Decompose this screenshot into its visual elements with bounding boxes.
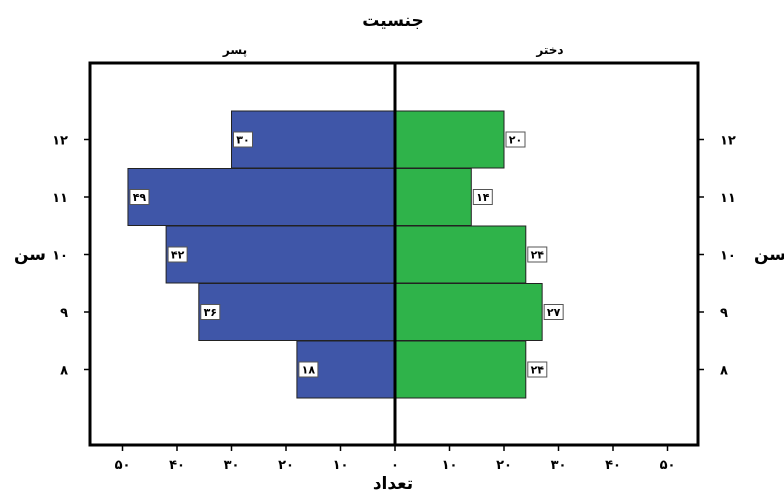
data-label-female-2: ۲۴: [531, 249, 545, 262]
y-tick-label-right-1: ۱۱: [720, 191, 736, 206]
y-tick-label-left-2: ۱۰: [52, 249, 68, 264]
x-tick-label-left-3: ۲۰: [278, 458, 294, 473]
y-axis-label-left: سن: [14, 245, 46, 265]
bar-female-3: [394, 283, 543, 341]
x-tick-label-left-4: ۱۰: [333, 458, 349, 473]
x-tick-label-left-2: ۳۰: [224, 458, 240, 473]
x-tick-label-left-1: ۴۰: [169, 458, 185, 473]
y-tick-label-left-3: ۹: [60, 306, 68, 321]
bar-female-2: [394, 225, 527, 284]
data-label-male-1-box: [129, 189, 150, 205]
y-axis-label-right: سن: [754, 245, 784, 265]
bar-female-1: [394, 168, 472, 226]
data-label-male-0-box: [233, 131, 253, 148]
y-tick-label-left-0: ۱۲: [52, 134, 68, 149]
data-label-male-2-box: [167, 246, 188, 263]
data-label-female-3: ۲۷: [547, 306, 561, 319]
bar-male-2: [165, 225, 396, 284]
x-axis-label: تعداد: [373, 474, 413, 494]
data-label-male-2: ۴۲: [171, 249, 185, 262]
data-label-female-3-box: [543, 304, 564, 320]
y-tick-label-left-4: ۸: [60, 364, 68, 379]
y-tick-label-right-4: ۸: [720, 364, 728, 379]
x-tick-label-left-0: ۵۰: [115, 458, 131, 473]
data-label-male-3-box: [200, 304, 221, 320]
data-label-female-1-box: [472, 189, 493, 205]
data-label-female-0: ۲۰: [509, 134, 522, 147]
data-label-female-2-box: [527, 246, 548, 263]
x-tick-label-left-5: ۰: [391, 458, 399, 473]
y-tick-label-right-3: ۹: [720, 306, 728, 321]
data-label-female-1: ۱۴: [476, 191, 490, 204]
y-tick-label-left-1: ۱۱: [52, 191, 68, 206]
data-label-male-3: ۳۶: [204, 306, 217, 319]
bar-female-4: [394, 340, 527, 399]
bar-male-0: [231, 110, 396, 169]
x-tick-label-right-2: ۳۰: [551, 458, 567, 473]
x-tick-label-right-0: ۱۰: [442, 458, 458, 473]
y-tick-label-right-2: ۱۰: [720, 249, 736, 264]
data-label-male-0: ۳۰: [236, 134, 249, 147]
panel-label-female: دختر: [535, 43, 563, 57]
chart-title: جنسیت: [362, 11, 423, 31]
x-tick-label-right-4: ۵۰: [660, 458, 676, 473]
data-labels-layer: ۳۰ ۲۰ ۴۹ ۱۴ ۴۲ ۲۴ ۳۶ ۲۷ ۱۸ ۲۴: [129, 131, 564, 378]
bar-female-0: [394, 110, 505, 169]
data-label-male-1: ۴۹: [133, 191, 147, 204]
data-label-female-4-box: [527, 361, 548, 378]
data-label-male-4: ۱۸: [302, 364, 316, 377]
ticks-layer: ۱۲ ۱۲ ۱۱ ۱۱ ۱۰ ۱۰ ۹ ۹ ۸ ۸ ۵۰ ۴۰ ۳۰ ۲۰ ۱۰ ۰ ۱۰ ۲۰ ۳۰ ۴۰ ۵۰: [52, 134, 736, 474]
x-tick-label-right-3: ۴۰: [605, 458, 621, 473]
data-label-female-4: ۲۴: [531, 364, 545, 377]
bar-male-3: [198, 283, 396, 341]
data-label-female-0-box: [505, 131, 526, 148]
y-tick-label-right-0: ۱۲: [720, 134, 736, 149]
panel-label-male: پسر: [222, 43, 247, 57]
x-tick-label-right-1: ۲۰: [496, 458, 512, 473]
bars-layer: [127, 110, 543, 399]
bar-male-1: [127, 168, 396, 226]
data-label-male-4-box: [298, 361, 319, 378]
